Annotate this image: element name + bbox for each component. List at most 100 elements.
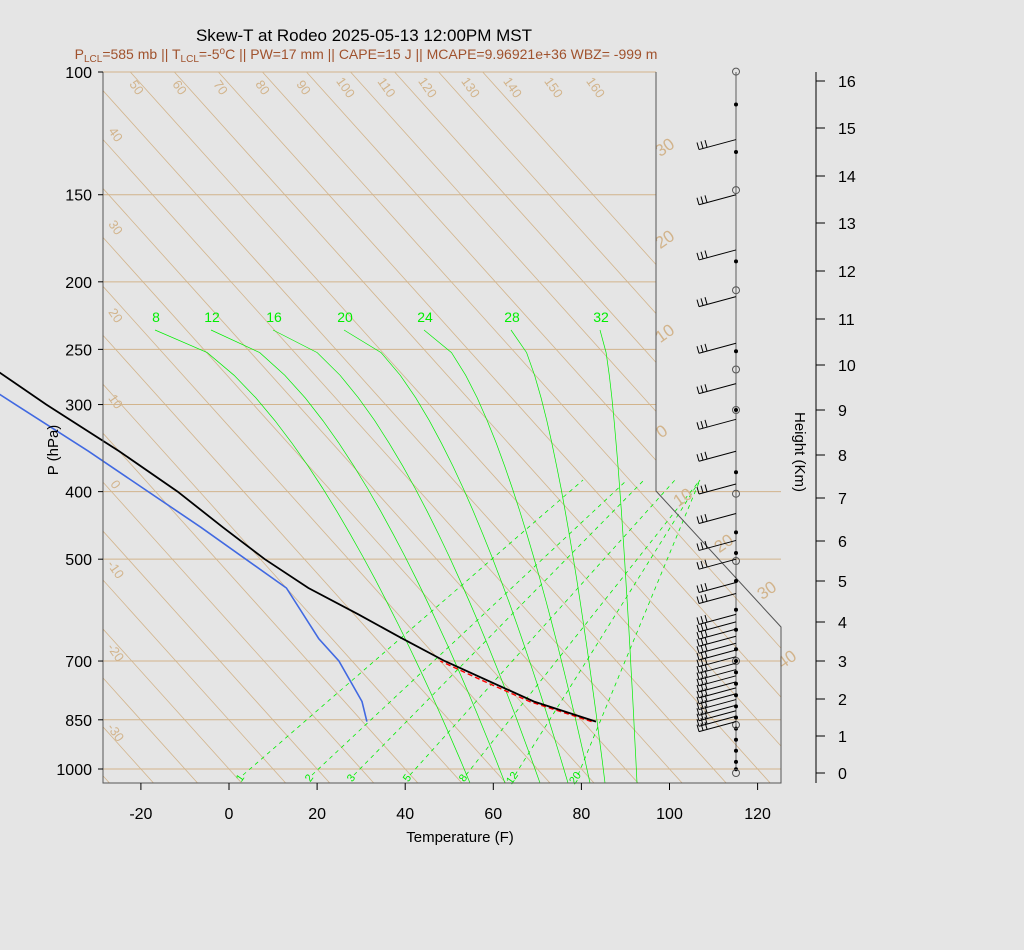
isotherm-top-label: 130 (458, 74, 483, 100)
pressure-tick-label: 400 (65, 485, 92, 502)
isotherm-line (103, 72, 595, 783)
wind-barb-feather (704, 451, 708, 459)
wind-barb-staff (698, 418, 737, 430)
isotherm-line (103, 72, 287, 783)
plot-frame (102, 72, 782, 784)
wind-barb-feather (704, 250, 708, 258)
wind-barb-staff (698, 662, 737, 674)
wind-barb-feather (704, 559, 708, 567)
wind-barb-staff (698, 635, 737, 647)
wind-barb-feather (696, 585, 700, 593)
height-dot (734, 102, 738, 107)
isotherm-line (103, 72, 243, 783)
mixing-ratio-label: 1 (234, 772, 247, 784)
temperature-tick-label: 100 (656, 806, 683, 823)
wind-barb-feather (696, 197, 700, 205)
wind-barb-staff (698, 450, 737, 462)
wind-barb-feather (696, 646, 700, 654)
wind-barb-feather (704, 636, 708, 645)
isotherm-line (103, 72, 419, 783)
pressure-axis: 100 150 200 250 300 400 500 700 850 1000 (56, 65, 103, 779)
wind-barb-staff (698, 715, 737, 727)
isotherm-strip-label: 30 (754, 577, 780, 603)
isotherm-top-label: 120 (415, 74, 440, 100)
wind-barb-feather (704, 705, 708, 713)
wind-barb-staff (698, 675, 737, 687)
subtitle-t-symbol: T (172, 46, 181, 62)
moist-adiabat-line (423, 329, 591, 783)
wind-barb-feather (696, 596, 700, 604)
wind-barb-feather (696, 666, 700, 674)
wind-barb-feather (700, 584, 704, 592)
isotherm-left-label: 20 (105, 305, 126, 325)
mixing-ratio-line (311, 479, 628, 776)
wind-barb-feather (704, 419, 708, 428)
isotherm-line (103, 72, 728, 783)
wind-barb-feather (696, 678, 700, 686)
wind-barb-feather (704, 716, 708, 724)
wind-barb-staff (698, 249, 737, 261)
isotherm-top-label: 110 (375, 75, 399, 101)
pressure-tick-label: 100 (65, 65, 92, 82)
wind-barb-feather (696, 684, 700, 693)
height-tick-label: 0 (838, 766, 847, 783)
temperature-tick-label: 20 (308, 806, 326, 823)
wind-barb-feather (696, 719, 700, 727)
wind-barb-feather (696, 562, 700, 570)
subtitle-t-value: =-5 (199, 46, 220, 62)
wind-barb-feather (700, 385, 704, 393)
subtitle-p-symbol: P (75, 46, 84, 62)
pressure-tick-label: 700 (65, 654, 92, 671)
wind-barb-staff (698, 613, 737, 625)
wind-barb-feather (700, 420, 704, 429)
height-circle (732, 489, 740, 498)
wind-barb-feather (704, 195, 708, 203)
wind-barb-staff (698, 669, 737, 681)
wind-barb-feather (700, 723, 704, 731)
height-tick-label: 4 (838, 615, 847, 632)
wind-barb-feather (700, 701, 704, 709)
height-circle (732, 286, 740, 295)
wind-barb-feather (704, 622, 708, 630)
wind-barb-feather (696, 252, 700, 261)
wind-barb-feather (696, 708, 700, 716)
wind-barb-feather (696, 639, 700, 647)
moist-adiabat-line (154, 329, 471, 783)
wind-barb-staff (698, 483, 737, 495)
height-dot (734, 607, 738, 612)
subtitle-p-value: =585 mb || (102, 46, 172, 62)
isotherm-top-label: 60 (169, 77, 190, 97)
temperature-tick-label: 60 (484, 806, 502, 823)
wind-barb-staff (698, 699, 737, 711)
isotherm-line (0, 40, 22, 784)
isotherm-top-label: 150 (541, 74, 566, 100)
wind-barb-feather (700, 595, 704, 603)
isotherm-strip-label: 0 (653, 421, 672, 442)
mixing-ratio-line (577, 479, 701, 776)
mixing-ratio-label: 12 (504, 770, 521, 787)
wind-barb-feather (704, 140, 708, 148)
wind-barb-staff (698, 539, 737, 551)
mixing-ratio-line (353, 479, 645, 776)
isotherm-line (189, 72, 781, 783)
wind-barb-feather (696, 713, 700, 721)
wind-barb-feather (700, 717, 704, 726)
moist-adiabat-line (210, 329, 506, 783)
pressure-tick-label: 150 (65, 188, 92, 205)
wind-barb-feather (704, 614, 708, 623)
wind-barb-feather (704, 700, 708, 708)
wind-barb-feather (696, 696, 700, 704)
x-axis-label: Temperature (F) (406, 829, 514, 846)
pressure-tick-label: 500 (65, 552, 92, 569)
isotherm-line (103, 72, 772, 783)
wind-barb-feather (704, 484, 708, 492)
height-tick-label: 7 (838, 491, 847, 508)
isotherm-line (103, 72, 684, 783)
wind-barb-feather (700, 344, 704, 353)
height-tick-label: 14 (838, 169, 856, 186)
temperature-axis: -20 0 20 40 60 80 100 120 (129, 783, 771, 823)
wind-barb-feather (704, 593, 708, 602)
pressure-tick-label: 200 (65, 275, 92, 292)
temperature-tick-label: -20 (129, 806, 152, 823)
wind-barb-staff (698, 194, 737, 206)
